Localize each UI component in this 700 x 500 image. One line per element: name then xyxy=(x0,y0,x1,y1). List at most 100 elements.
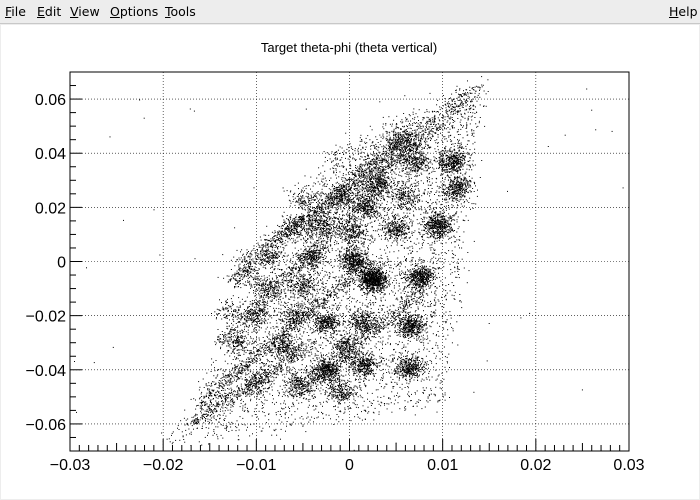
data-point xyxy=(298,257,300,259)
menu-tools[interactable]: Tools xyxy=(165,4,196,19)
data-point xyxy=(405,259,406,261)
data-point xyxy=(233,342,235,344)
data-point xyxy=(320,387,322,389)
data-point xyxy=(333,351,335,353)
data-point xyxy=(308,404,310,406)
data-point xyxy=(312,185,314,187)
data-point xyxy=(284,331,286,332)
data-point xyxy=(312,303,314,305)
data-point xyxy=(382,280,384,282)
data-point xyxy=(357,416,359,418)
data-point xyxy=(399,371,401,373)
data-point xyxy=(419,124,421,126)
data-point xyxy=(253,359,255,361)
data-point xyxy=(431,247,433,249)
data-point xyxy=(444,392,446,394)
menu-options[interactable]: Options xyxy=(110,4,158,19)
data-point xyxy=(395,217,397,219)
data-point xyxy=(332,347,334,348)
data-point xyxy=(307,278,309,280)
data-point xyxy=(451,326,453,328)
data-point xyxy=(278,311,280,313)
data-point xyxy=(384,249,386,251)
data-point xyxy=(364,164,366,166)
data-point xyxy=(392,358,394,360)
data-point xyxy=(386,306,388,308)
data-point xyxy=(318,193,320,195)
data-point xyxy=(322,389,324,391)
data-point xyxy=(396,115,398,117)
data-point xyxy=(342,375,344,377)
data-point xyxy=(373,419,375,421)
data-point xyxy=(435,151,437,152)
data-point xyxy=(273,294,275,296)
data-point xyxy=(304,356,306,358)
data-point xyxy=(204,404,206,406)
data-point xyxy=(232,350,234,352)
data-point xyxy=(377,311,379,313)
data-point xyxy=(313,405,314,407)
data-point xyxy=(243,370,245,372)
data-point xyxy=(479,87,481,88)
data-point xyxy=(383,136,385,138)
data-point xyxy=(280,349,282,350)
data-point xyxy=(439,382,441,384)
data-point xyxy=(303,283,305,285)
data-point xyxy=(282,304,284,306)
data-point xyxy=(326,280,328,282)
data-point xyxy=(430,360,432,362)
data-point xyxy=(301,345,303,347)
data-point xyxy=(460,152,462,154)
data-point xyxy=(394,368,396,370)
data-point xyxy=(245,366,247,368)
data-point xyxy=(330,290,332,292)
data-point xyxy=(401,180,403,182)
data-point xyxy=(469,109,471,111)
data-point xyxy=(317,273,319,274)
data-point xyxy=(281,407,282,409)
data-point xyxy=(454,103,456,105)
data-point xyxy=(421,200,423,202)
data-point xyxy=(429,325,431,327)
menu-edit[interactable]: Edit xyxy=(37,4,61,19)
data-point xyxy=(424,406,426,408)
data-point xyxy=(395,266,397,268)
data-point xyxy=(316,198,318,200)
data-point xyxy=(336,200,337,202)
data-point xyxy=(309,355,311,357)
data-point xyxy=(329,205,331,207)
data-point xyxy=(421,236,423,238)
data-point xyxy=(408,132,410,134)
data-point xyxy=(317,306,319,308)
data-point xyxy=(242,417,244,419)
data-point xyxy=(292,340,294,342)
data-point xyxy=(377,389,379,391)
data-point xyxy=(306,290,308,292)
data-point xyxy=(335,209,337,211)
data-point xyxy=(273,339,275,340)
menu-help[interactable]: Help xyxy=(669,4,698,19)
data-point xyxy=(294,242,296,243)
data-point xyxy=(418,231,420,233)
data-point xyxy=(460,142,462,144)
data-point xyxy=(366,200,368,202)
data-point xyxy=(238,388,240,390)
data-point xyxy=(462,101,463,103)
data-point xyxy=(460,146,462,148)
data-point xyxy=(411,393,412,395)
data-point xyxy=(244,391,246,393)
data-point xyxy=(428,237,430,239)
data-point xyxy=(453,99,455,100)
data-point xyxy=(467,181,469,183)
menu-view[interactable]: View xyxy=(70,4,100,19)
data-point xyxy=(433,352,435,354)
data-point xyxy=(458,315,460,317)
data-point xyxy=(430,314,432,315)
data-point xyxy=(316,284,318,286)
menu-file[interactable]: File xyxy=(5,4,26,19)
data-point xyxy=(312,346,314,348)
data-point xyxy=(269,351,271,353)
data-point xyxy=(401,270,403,272)
data-point xyxy=(293,396,295,398)
data-point xyxy=(384,299,386,301)
